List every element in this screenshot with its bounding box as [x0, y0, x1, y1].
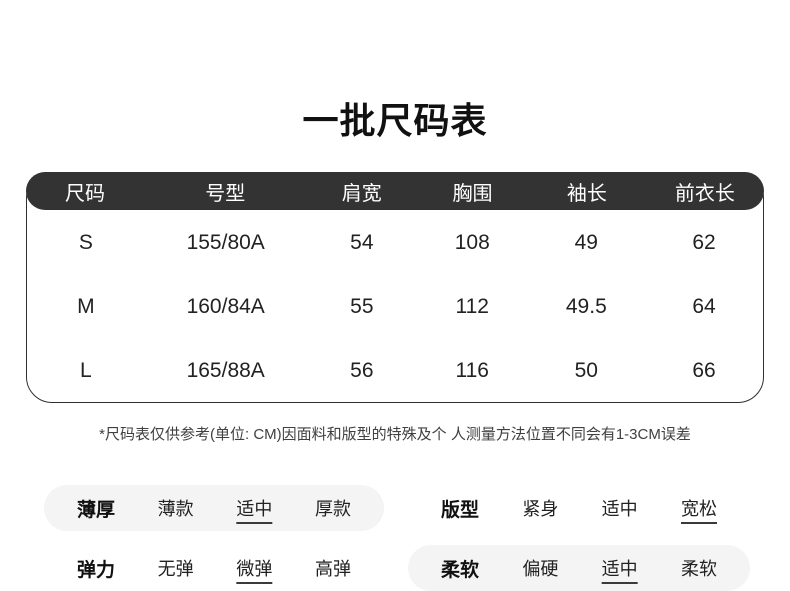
table-row: M 160/84A 55 112 49.5 64: [27, 275, 763, 339]
attribute-group-fit: 版型 紧身 适中 宽松: [408, 485, 750, 531]
table-cell: 66: [692, 359, 716, 382]
attribute-group-thickness: 薄厚 薄款 适中 厚款: [44, 485, 384, 531]
option-medium-softness[interactable]: 适中: [601, 559, 638, 579]
table-cell: 116: [455, 359, 489, 382]
table-cell: L: [80, 359, 92, 382]
column-header-sleeve-length: 袖长: [566, 182, 607, 205]
table-cell: 108: [454, 231, 490, 254]
table-cell: 54: [350, 231, 374, 254]
option-firm[interactable]: 偏硬: [522, 559, 559, 579]
table-cell: 56: [350, 359, 374, 382]
table-cell: 50: [574, 359, 598, 382]
table-cell: 112: [455, 295, 489, 318]
column-header-model: 号型: [205, 182, 246, 205]
attribute-label-fit: 版型: [441, 499, 480, 521]
size-table: 尺码 号型 肩宽 胸围 袖长 前衣长 S 155/80A 54 108 49 6…: [26, 172, 764, 403]
option-soft[interactable]: 柔软: [681, 559, 717, 579]
table-cell: M: [77, 295, 95, 318]
attribute-group-elasticity: 弹力 无弹 微弹 高弹: [44, 545, 384, 591]
table-cell: 49.5: [565, 295, 607, 318]
option-no-stretch[interactable]: 无弹: [157, 559, 194, 579]
table-cell: 155/80A: [186, 231, 265, 254]
attribute-group-softness: 柔软 偏硬 适中 柔软: [408, 545, 750, 591]
attribute-label-elasticity: 弹力: [77, 559, 116, 581]
option-tight[interactable]: 紧身: [522, 499, 559, 519]
table-cell: 64: [692, 295, 716, 318]
column-header-shoulder-width: 肩宽: [341, 182, 382, 205]
table-cell: S: [78, 231, 93, 254]
column-header-size: 尺码: [65, 182, 106, 205]
table-cell: 165/88A: [186, 359, 265, 382]
page-title: 一批尺码表: [302, 100, 488, 141]
table-row: S 155/80A 54 108 49 62: [27, 211, 763, 275]
attribute-label-thickness: 薄厚: [77, 499, 116, 521]
attribute-label-softness: 柔软: [441, 559, 480, 581]
column-header-front-length: 前衣长: [674, 182, 735, 205]
option-high-stretch[interactable]: 高弹: [314, 559, 351, 579]
table-cell: 55: [350, 295, 374, 318]
option-medium-thickness[interactable]: 适中: [236, 499, 273, 519]
size-note: *尺码表仅供参考(单位: CM)因面料和版型的特殊及个 人测量方法位置不同会有1…: [99, 426, 691, 443]
option-thick[interactable]: 厚款: [314, 499, 351, 519]
option-loose[interactable]: 宽松: [681, 499, 717, 519]
size-table-body: S 155/80A 54 108 49 62 M 160/84A 55 112 …: [27, 211, 763, 403]
option-regular-fit[interactable]: 适中: [601, 499, 638, 519]
table-cell: 160/84A: [186, 295, 265, 318]
table-row: L 165/88A 56 116 50 66: [27, 339, 763, 403]
option-slight-stretch[interactable]: 微弹: [236, 559, 273, 579]
option-thin[interactable]: 薄款: [157, 499, 194, 519]
column-header-bust: 胸围: [452, 182, 493, 205]
size-table-header: 尺码 号型 肩宽 胸围 袖长 前衣长: [26, 172, 764, 210]
table-cell: 49: [574, 231, 598, 254]
table-cell: 62: [692, 231, 716, 254]
